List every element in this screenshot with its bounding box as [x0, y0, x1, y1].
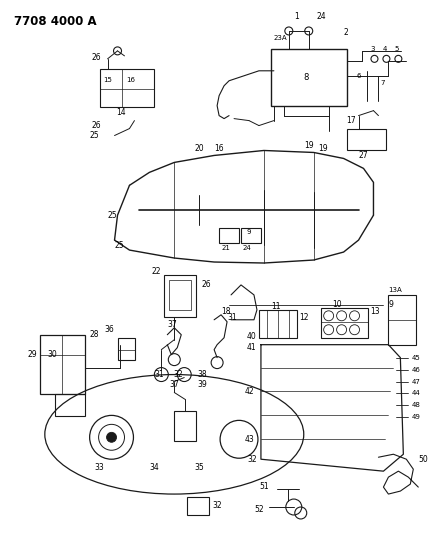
Bar	[169, 280, 191, 310]
Circle shape	[106, 432, 117, 442]
Text: 24: 24	[317, 12, 326, 21]
Text: 30: 30	[48, 350, 57, 359]
Text: 41: 41	[247, 343, 257, 352]
Text: 23A: 23A	[274, 35, 287, 41]
Text: 29: 29	[28, 350, 37, 359]
Text: 44: 44	[411, 391, 420, 397]
Text: 6: 6	[356, 73, 361, 79]
Text: 40: 40	[247, 332, 257, 341]
Text: 3: 3	[371, 46, 375, 52]
Text: 36: 36	[105, 325, 114, 334]
Bar	[55, 394, 85, 416]
Text: 11: 11	[271, 302, 281, 311]
Text: 7708 4000 A: 7708 4000 A	[14, 15, 97, 28]
Text: 35: 35	[194, 463, 204, 472]
Bar	[174, 411, 196, 441]
Text: 50: 50	[418, 455, 428, 464]
Text: 18: 18	[221, 308, 231, 316]
Text: 33: 33	[95, 463, 104, 472]
Text: 25: 25	[108, 211, 117, 220]
Text: 32: 32	[173, 370, 183, 379]
Text: 17: 17	[347, 116, 356, 125]
Text: 47: 47	[411, 378, 420, 384]
Text: 9: 9	[247, 229, 251, 235]
Text: 21: 21	[221, 245, 230, 251]
Text: 34: 34	[149, 463, 159, 472]
Text: 13A: 13A	[388, 287, 402, 293]
Text: 25: 25	[90, 131, 99, 140]
Text: 42: 42	[245, 387, 255, 396]
Text: 12: 12	[299, 313, 308, 322]
Text: 4: 4	[382, 46, 387, 52]
Bar	[164, 275, 196, 317]
Text: 28: 28	[90, 330, 99, 339]
Text: 5: 5	[394, 46, 399, 52]
Text: 16: 16	[127, 77, 136, 83]
Text: 45: 45	[411, 354, 420, 361]
Text: 43: 43	[245, 435, 255, 444]
Bar	[118, 338, 136, 360]
Text: 19: 19	[319, 144, 328, 153]
Text: 37: 37	[169, 380, 179, 389]
Text: 37: 37	[167, 320, 177, 329]
Text: 26: 26	[92, 121, 101, 130]
Text: 39: 39	[197, 380, 207, 389]
Bar	[100, 69, 154, 107]
Bar	[187, 497, 209, 515]
Text: 8: 8	[304, 73, 309, 82]
Text: 26: 26	[92, 53, 101, 62]
Text: 24: 24	[243, 245, 252, 251]
Text: 13: 13	[371, 308, 380, 316]
Text: 38: 38	[197, 370, 207, 379]
Text: 32: 32	[212, 500, 222, 510]
Text: 10: 10	[332, 300, 341, 309]
Text: 22: 22	[151, 268, 161, 277]
Bar	[241, 228, 261, 243]
Text: 25: 25	[115, 240, 124, 249]
Text: 27: 27	[359, 151, 368, 160]
Text: 15: 15	[103, 77, 112, 83]
Text: 51: 51	[259, 482, 269, 490]
Text: 1: 1	[294, 12, 299, 21]
Bar	[388, 295, 416, 345]
Bar	[347, 128, 387, 150]
Text: 32: 32	[247, 455, 257, 464]
Text: 31: 31	[154, 370, 164, 379]
Text: 48: 48	[411, 402, 420, 408]
Text: 20: 20	[194, 144, 204, 153]
Bar	[259, 310, 297, 338]
Text: 49: 49	[411, 414, 420, 421]
Bar	[40, 335, 85, 394]
Text: 9: 9	[388, 300, 393, 309]
Bar	[321, 308, 369, 338]
Text: 14: 14	[117, 108, 126, 117]
Bar	[219, 228, 239, 243]
Text: 16: 16	[214, 144, 224, 153]
Text: 52: 52	[254, 505, 263, 513]
Bar	[271, 49, 347, 106]
Text: 26: 26	[201, 280, 211, 289]
Text: 7: 7	[381, 80, 385, 86]
Text: 2: 2	[344, 28, 348, 37]
Text: 19: 19	[304, 141, 313, 150]
Text: 46: 46	[411, 367, 420, 373]
Text: 31: 31	[227, 313, 237, 322]
